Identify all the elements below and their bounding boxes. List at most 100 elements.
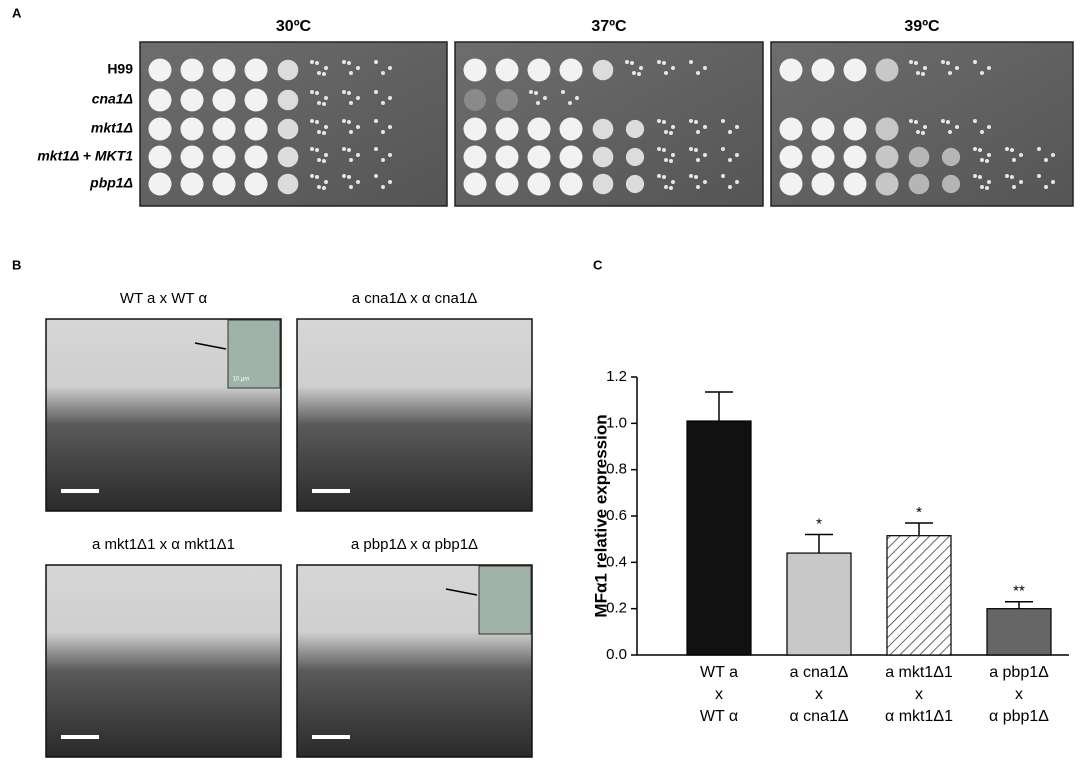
colony: [322, 159, 326, 163]
spot: [148, 145, 172, 169]
colony: [728, 158, 732, 162]
colony: [639, 66, 643, 70]
spot: [625, 147, 645, 167]
colony: [980, 130, 984, 134]
colony: [342, 147, 346, 151]
spot: [244, 172, 268, 196]
colony: [1044, 185, 1048, 189]
colony: [1037, 147, 1041, 151]
colony: [324, 96, 328, 100]
spot: [463, 172, 487, 196]
colony: [317, 185, 321, 189]
scale-bar: [61, 489, 99, 493]
colony: [1019, 153, 1023, 157]
colony: [324, 125, 328, 129]
colony: [948, 71, 952, 75]
colony: [1005, 174, 1009, 178]
spot: [244, 145, 268, 169]
colony: [664, 130, 668, 134]
spot: [527, 172, 551, 196]
colony: [347, 148, 351, 152]
spot: [463, 58, 487, 82]
spot: [875, 145, 899, 169]
spot: [180, 172, 204, 196]
spot: [559, 58, 583, 82]
colony: [985, 159, 989, 163]
spot: [559, 145, 583, 169]
colony: [671, 180, 675, 184]
spot: [463, 117, 487, 141]
spot: [875, 117, 899, 141]
panel-label: C: [593, 257, 603, 272]
spot: [527, 58, 551, 82]
colony: [342, 60, 346, 64]
colony: [315, 120, 319, 124]
colony: [310, 119, 314, 123]
arrow: [445, 588, 478, 596]
colony: [347, 91, 351, 95]
colony: [735, 125, 739, 129]
colony: [374, 147, 378, 151]
image-title: a cna1Δ x α cna1Δ: [352, 290, 477, 307]
colony: [349, 71, 353, 75]
colony: [978, 175, 982, 179]
inset-scale: 10 µm: [233, 377, 250, 383]
colony: [916, 130, 920, 134]
colony: [664, 158, 668, 162]
colony: [671, 66, 675, 70]
spot: [843, 117, 867, 141]
colony: [669, 159, 673, 163]
y-tick-label: 0.6: [606, 507, 627, 524]
colony: [923, 66, 927, 70]
colony: [356, 153, 360, 157]
colony: [381, 158, 385, 162]
bar: [986, 608, 1052, 656]
temperature-label: 39ºC: [904, 18, 940, 35]
spot: [244, 88, 268, 112]
colony: [987, 125, 991, 129]
colony: [388, 66, 392, 70]
spot: [811, 172, 835, 196]
spot: [843, 145, 867, 169]
colony: [669, 186, 673, 190]
x-tick-label: x: [715, 686, 723, 703]
colony: [696, 130, 700, 134]
colony: [388, 180, 392, 184]
colony: [374, 60, 378, 64]
colony: [941, 119, 945, 123]
colony: [978, 148, 982, 152]
spot: [212, 58, 236, 82]
spot: [495, 172, 519, 196]
colony: [310, 90, 314, 94]
colony: [987, 66, 991, 70]
y-axis-label: MFα1 relative expression: [591, 414, 610, 617]
colony: [1037, 174, 1041, 178]
colony: [381, 185, 385, 189]
spot: [495, 117, 519, 141]
spot: [941, 174, 961, 194]
colony: [347, 120, 351, 124]
spot: [148, 172, 172, 196]
scale-bar: [61, 735, 99, 739]
colony: [1051, 153, 1055, 157]
colony: [948, 130, 952, 134]
colony: [721, 174, 725, 178]
colony: [315, 148, 319, 152]
colony: [374, 174, 378, 178]
colony: [721, 147, 725, 151]
colony: [356, 180, 360, 184]
colony: [349, 185, 353, 189]
colony: [317, 158, 321, 162]
y-tick-label: 1.2: [606, 368, 627, 385]
colony: [973, 119, 977, 123]
x-tick-label: a cna1Δ: [790, 664, 849, 681]
colony: [703, 180, 707, 184]
spot: [180, 145, 204, 169]
colony: [317, 101, 321, 105]
x-tick-label: a pbp1Δ: [989, 664, 1049, 681]
colony: [955, 125, 959, 129]
spot: [464, 89, 486, 111]
colony: [689, 174, 693, 178]
colony: [921, 72, 925, 76]
colony: [317, 130, 321, 134]
